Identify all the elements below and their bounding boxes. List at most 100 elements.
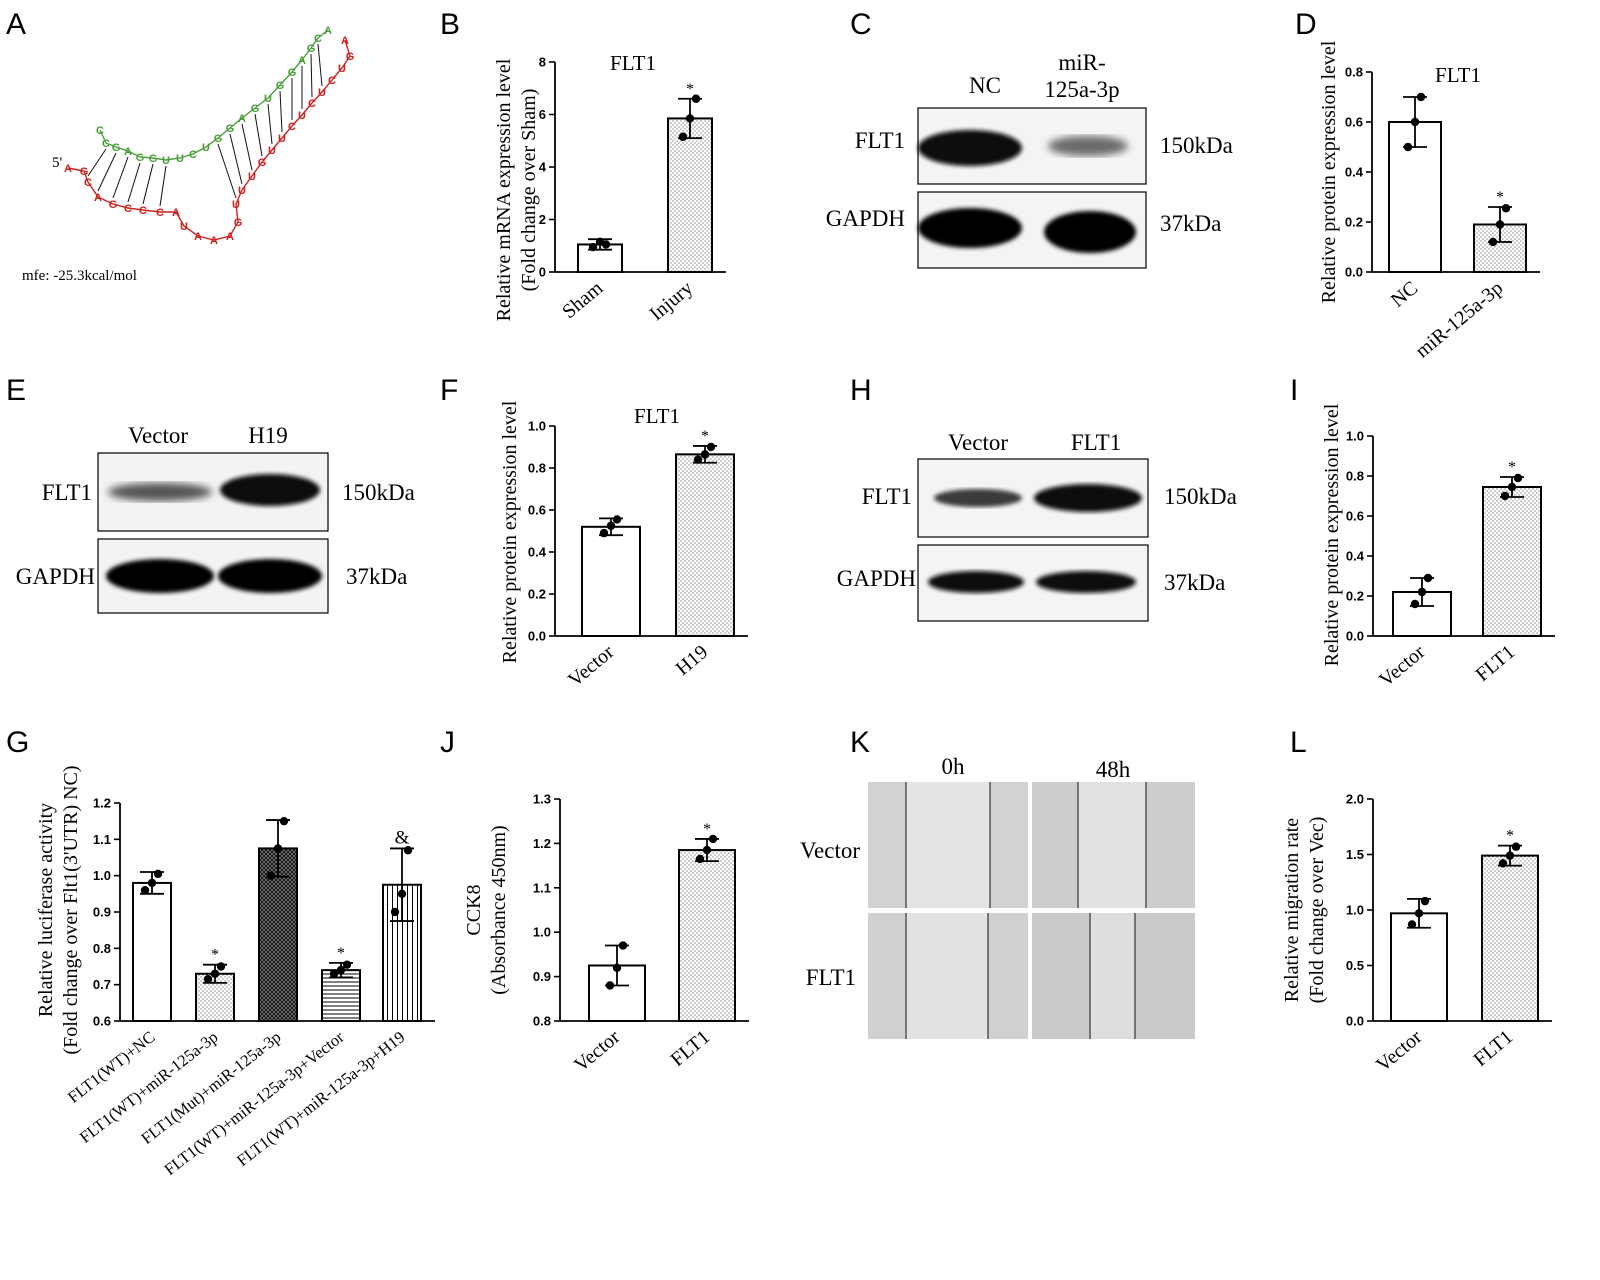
row-label-flt1: FLT1 xyxy=(42,480,92,505)
base-pair xyxy=(279,90,283,133)
y-tick-label: 0.4 xyxy=(1346,549,1365,564)
band-gapdh-flt1 xyxy=(1036,571,1136,593)
rna-strand xyxy=(67,39,351,241)
data-point xyxy=(147,878,157,888)
data-point xyxy=(1507,482,1517,492)
significance-marker: * xyxy=(686,81,694,98)
category-label: Vector xyxy=(1375,641,1429,692)
y-tick-label: 0.2 xyxy=(1345,215,1363,230)
data-point xyxy=(1403,142,1413,152)
kda-label-flt1: 150kDa xyxy=(1164,484,1237,509)
y-tick-label: 1.3 xyxy=(533,792,551,807)
scratch-assay-images: 0h 48h Vector FLT1 xyxy=(800,754,1195,1039)
y-tick-label: 0.0 xyxy=(1345,265,1363,280)
y-tick-label: 0.7 xyxy=(93,977,111,992)
data-point xyxy=(1420,896,1430,906)
data-point xyxy=(266,871,276,880)
gap-region xyxy=(906,782,990,908)
nucleotide: G xyxy=(288,67,297,79)
data-point xyxy=(612,515,622,524)
mfe-label: mfe: -25.3kcal/mol xyxy=(22,268,137,284)
kda-label-flt1: 150kDa xyxy=(342,480,415,505)
chart-title: FLT1 xyxy=(1435,63,1481,87)
category-label: NC xyxy=(1387,277,1422,312)
nucleotide: A xyxy=(238,113,246,125)
panel-label-k: K xyxy=(850,726,870,759)
data-point xyxy=(588,242,598,252)
category-label: FLT1 xyxy=(667,1026,715,1071)
y-tick-label: 0.8 xyxy=(533,1014,551,1029)
base-pair xyxy=(87,148,107,177)
y-axis-label: Relative migration rate xyxy=(1281,818,1303,1002)
band-flt1-nc xyxy=(918,130,1022,166)
bar xyxy=(1390,912,1448,1023)
data-point xyxy=(1500,491,1510,501)
nucleotide: C xyxy=(84,177,92,189)
panel-label-h: H xyxy=(850,374,872,407)
chart-f: 0.0 0.2 0.4 0.6 0.8 1.0 Relative protein expre… xyxy=(499,400,748,691)
lane-label-mir-line2: 125a-3p xyxy=(1044,77,1119,102)
y-axis-label: (Absorbance 450nm) xyxy=(488,825,510,994)
gap-region xyxy=(1078,782,1146,908)
base-pair xyxy=(241,123,253,171)
y-axis-label: (Fold change over Vec) xyxy=(1306,817,1328,1004)
y-tick-label: 0.8 xyxy=(528,461,546,476)
y-tick-label: 0.0 xyxy=(528,629,546,644)
data-point xyxy=(1423,573,1433,583)
data-point xyxy=(1511,842,1521,851)
data-point xyxy=(342,960,352,969)
data-point xyxy=(1417,587,1427,597)
base-pair xyxy=(254,113,263,157)
bar xyxy=(667,117,713,273)
y-tick-label: 0.4 xyxy=(528,545,547,560)
data-point xyxy=(678,132,688,142)
data-point xyxy=(273,844,283,853)
y-tick-label: 4 xyxy=(539,160,547,175)
panel-label-g: G xyxy=(6,726,29,759)
data-point xyxy=(601,240,611,249)
significance-marker: * xyxy=(211,947,219,964)
rna-backbone xyxy=(67,29,351,241)
band-gapdh-vector xyxy=(928,571,1024,593)
row-label-gapdh: GAPDH xyxy=(837,566,916,591)
y-tick-label: 0.6 xyxy=(1346,509,1364,524)
bar xyxy=(132,881,172,1023)
bar xyxy=(1482,486,1542,637)
nucleotide: A xyxy=(64,163,72,175)
significance-marker: * xyxy=(1496,189,1504,206)
chart-g: 0.6 0.7 0.8 0.9 1.0 1.1 1.2 Relative luciferase… xyxy=(35,765,435,1179)
y-tick-label: 6 xyxy=(539,107,546,122)
nucleotide: U xyxy=(162,155,170,167)
data-point xyxy=(695,854,705,864)
y-tick-label: 0.2 xyxy=(1346,589,1364,604)
y-tick-label: 0.6 xyxy=(528,503,546,518)
band-gapdh-mir xyxy=(1044,211,1136,253)
gap-region xyxy=(906,913,988,1039)
y-axis-label: Relative protein expression level xyxy=(1321,403,1343,666)
y-tick-label: 0.8 xyxy=(93,941,111,956)
lane-label-flt1: FLT1 xyxy=(1071,430,1121,455)
data-point xyxy=(1416,92,1426,102)
nucleotide: U xyxy=(176,153,184,165)
data-point xyxy=(702,845,712,855)
nucleotide: G xyxy=(136,152,145,164)
nucleotide: U xyxy=(268,145,276,157)
significance-marker: * xyxy=(1506,828,1514,845)
y-tick-label: 1.2 xyxy=(533,836,551,851)
y-tick-label: 0.0 xyxy=(1346,629,1364,644)
nucleotide: U xyxy=(318,87,326,99)
data-point xyxy=(1414,909,1424,918)
significance-marker: & xyxy=(395,827,410,848)
y-tick-label: 1.2 xyxy=(93,796,111,811)
data-point xyxy=(693,455,703,464)
nucleotide: C xyxy=(102,138,110,150)
data-point xyxy=(1410,599,1420,609)
y-tick-label: 0.5 xyxy=(1346,958,1364,973)
y-axis-label: Relative mRNA expression level xyxy=(493,58,515,321)
category-label: Injury xyxy=(646,277,698,325)
nucleotide: G xyxy=(226,123,235,135)
nucleotide: A xyxy=(226,231,234,243)
category-label: FLT1 xyxy=(1472,641,1520,686)
